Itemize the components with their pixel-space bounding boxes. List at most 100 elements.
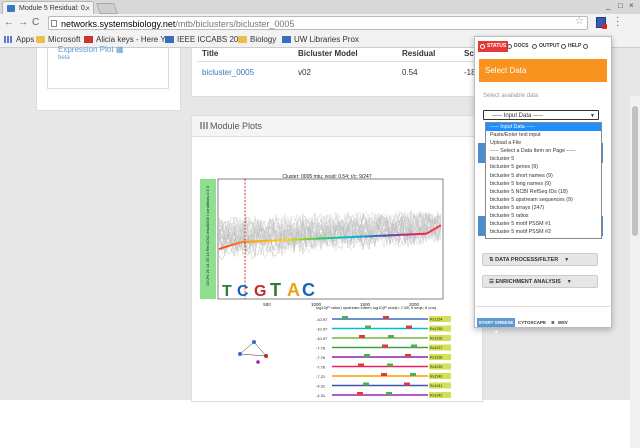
x-tick: 500	[263, 302, 271, 307]
motif-site	[383, 316, 389, 319]
gene-tag	[429, 325, 451, 332]
motif-site	[342, 316, 348, 319]
close-window-icon[interactable]: ×	[629, 1, 634, 10]
bookmark-biology[interactable]: Biology	[238, 35, 276, 45]
tab-help[interactable]: HELP	[559, 41, 583, 52]
tab-output[interactable]: OUTPUT	[530, 41, 562, 52]
data-process-filter-button[interactable]: ⇅ DATA PROCESS/FILTER ▼	[482, 253, 598, 266]
bookmark-microsoft[interactable]: Microsoft	[36, 35, 80, 45]
menu-icon[interactable]: · · ·	[616, 12, 620, 31]
col-model: Bicluster Model	[298, 49, 358, 58]
select-caption: Select available data	[483, 93, 539, 99]
logo-letter: T	[270, 280, 281, 300]
bookmark-apps[interactable]: Apps	[4, 35, 34, 45]
back-icon[interactable]: ←	[4, 17, 14, 28]
folder-icon	[238, 36, 247, 43]
dropdown-option[interactable]: bicluster 5 ratios	[490, 213, 529, 220]
b-button[interactable]: B	[551, 320, 555, 325]
help-icon	[561, 44, 566, 49]
logo-letter: T	[222, 283, 232, 300]
new-tab-button[interactable]	[95, 3, 119, 14]
chevron-down-icon: ▼	[590, 113, 595, 119]
motif-site	[365, 325, 371, 329]
dropdown-option[interactable]: bicluster 5 motif PSSM #1	[490, 221, 551, 228]
gene-tag	[429, 382, 451, 389]
bookmark-star-icon[interactable]: ☆	[575, 16, 584, 27]
motif-site	[404, 382, 410, 386]
data-select[interactable]: ----- Input Data ----- ▼	[483, 110, 599, 120]
dropdown-option[interactable]: bicluster 5 NCBI RefSeq IDs (18)	[490, 188, 568, 195]
scrollbar-thumb[interactable]	[632, 106, 638, 236]
chart-title: Cluster: 0005 mtu; resid: 0.54; r/c: 9/2…	[282, 174, 371, 180]
dropdown-option[interactable]: bicluster 5 short names (9)	[490, 172, 553, 179]
expression-plot-link[interactable]: Expression Plot ▦	[58, 45, 124, 54]
select-data-header: Select Data	[479, 59, 607, 82]
reload-icon[interactable]: C	[32, 17, 40, 28]
bookmark-alicia-keys[interactable]: Alicia keys - Here Y	[84, 35, 166, 45]
logo-letter: C	[237, 283, 249, 300]
page-icon	[51, 20, 57, 27]
url-domain: networks.systemsbiology.net	[61, 19, 176, 29]
motif-header: log10(P value) upstream interm log10(P c…	[316, 305, 436, 310]
extension-icon[interactable]	[596, 17, 607, 29]
gene-tag-label: Rv1241	[430, 384, 442, 388]
tab-close-icon[interactable]: ×	[85, 4, 90, 13]
tab-link[interactable]	[581, 41, 592, 52]
dropdown-option[interactable]: ----- Select a Data Item on Page -----	[490, 148, 576, 155]
grid-icon: ▦	[115, 45, 124, 54]
col-score: Sco	[464, 49, 479, 58]
gray-trace	[218, 210, 442, 242]
motif-site	[363, 382, 369, 386]
bookmark-uw-libraries[interactable]: UW Libraries Prox	[282, 35, 359, 45]
motif-site	[359, 335, 365, 338]
condition-bar	[200, 179, 216, 299]
page-icon	[282, 36, 291, 43]
dropdown-option[interactable]: bicluster 5	[490, 156, 515, 163]
dropdown-option[interactable]: ----- Input Data -----	[486, 123, 601, 132]
filter-icon: ⇅	[489, 257, 496, 263]
dropdown-option[interactable]: bicluster 5 arrays (247)	[490, 204, 545, 211]
data-select-dropdown: ----- Input Data ----- Paste/Enter text …	[485, 122, 602, 239]
msv-button[interactable]: MSV	[558, 320, 568, 325]
bookmark-ieee[interactable]: IEEE ICCABS 2013	[165, 35, 247, 45]
maximize-icon[interactable]: □	[618, 1, 623, 10]
module-plots-title: Module Plots	[210, 121, 263, 131]
residual-value: 0.54	[402, 68, 418, 77]
forward-icon[interactable]: →	[18, 17, 28, 28]
module-plots-panel: Module Plots 13.0% 25 14 25 13 Re=0001 m…	[191, 115, 483, 402]
motif-score: -10.97	[316, 317, 328, 322]
motif-site	[411, 344, 417, 348]
folder-icon	[36, 36, 45, 43]
sequence-logo-2: T A C	[270, 280, 315, 300]
motif-rows: -10.97 Rv1234 -10.97 Rv1235 -10.97 Rv1236 -7.7…	[316, 316, 451, 398]
start-greese-button[interactable]: START GREESE ➔	[477, 318, 515, 334]
logo-letter: C	[302, 280, 315, 300]
tab-status[interactable]: STATUS	[478, 41, 509, 52]
gene-tag	[429, 335, 451, 341]
minimize-icon[interactable]: _	[606, 1, 611, 10]
gene-tag	[429, 373, 451, 379]
dropdown-option[interactable]: Upload a File	[490, 140, 522, 147]
gray-trace	[218, 213, 442, 242]
page-scrollbar[interactable]	[630, 96, 640, 448]
tab-docs[interactable]: DOCS	[505, 41, 530, 52]
gene-tag	[429, 363, 451, 370]
bicluster-link[interactable]: bicluster_0005	[202, 68, 255, 77]
address-bar[interactable]: networks.systemsbiology.net/mtb/bicluste…	[48, 16, 588, 30]
cytoscape-button[interactable]: CYTOSCAPE	[518, 320, 546, 325]
motif-site	[381, 373, 387, 376]
dropdown-option[interactable]: bicluster 5 upstream sequences (9)	[490, 196, 573, 203]
motif-score: -10.97	[316, 336, 328, 341]
dropdown-option[interactable]: bicluster 5 long names (9)	[490, 180, 551, 187]
dropdown-option[interactable]: bicluster 5 motif PSSM #2	[490, 229, 551, 236]
gene-tag	[429, 344, 451, 351]
dropdown-option[interactable]: bicluster 5 genes (9)	[490, 164, 538, 171]
link-icon	[583, 44, 588, 49]
dropdown-option[interactable]: Paste/Enter text input	[490, 132, 541, 139]
browser-tab[interactable]: Module 5 Residual: 0. ×	[2, 1, 94, 14]
status-icon	[480, 44, 485, 49]
sequence-logo-1: A T C G	[222, 283, 266, 300]
gray-trace	[218, 211, 442, 245]
enrichment-analysis-button[interactable]: ☰ ENRICHMENT ANALYSIS ▼	[482, 275, 598, 288]
logo-letter: G	[254, 283, 266, 300]
